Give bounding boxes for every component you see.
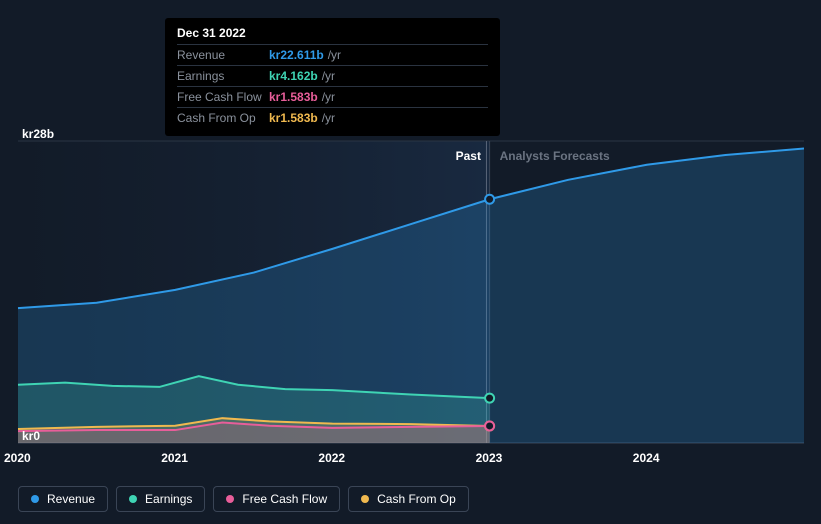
tooltip-date: Dec 31 2022 bbox=[177, 26, 488, 44]
tooltip-row: Earningskr4.162b/yr bbox=[177, 65, 488, 86]
y-axis-label: kr0 bbox=[22, 429, 40, 443]
x-axis-label: 2020 bbox=[4, 451, 31, 465]
tooltip-unit: /yr bbox=[322, 90, 335, 104]
legend-dot-icon bbox=[31, 495, 39, 503]
legend-dot-icon bbox=[361, 495, 369, 503]
legend-item-cash-from-op[interactable]: Cash From Op bbox=[348, 486, 469, 512]
x-axis-label: 2022 bbox=[318, 451, 345, 465]
tooltip-unit: /yr bbox=[322, 111, 335, 125]
y-axis-label: kr28b bbox=[22, 127, 54, 141]
legend-item-revenue[interactable]: Revenue bbox=[18, 486, 108, 512]
tooltip-unit: /yr bbox=[322, 69, 335, 83]
tooltip-metric-label: Earnings bbox=[177, 69, 269, 83]
past-section-label: Past bbox=[456, 149, 481, 163]
legend-dot-icon bbox=[226, 495, 234, 503]
chart-tooltip: Dec 31 2022 Revenuekr22.611b/yrEarningsk… bbox=[165, 18, 500, 136]
tooltip-row: Free Cash Flowkr1.583b/yr bbox=[177, 86, 488, 107]
tooltip-metric-value: kr1.583b bbox=[269, 111, 318, 125]
x-axis-label: 2021 bbox=[161, 451, 188, 465]
forecast-section-label: Analysts Forecasts bbox=[500, 149, 610, 163]
legend-dot-icon bbox=[129, 495, 137, 503]
legend-item-free-cash-flow[interactable]: Free Cash Flow bbox=[213, 486, 340, 512]
legend-label: Earnings bbox=[145, 492, 192, 506]
legend-label: Revenue bbox=[47, 492, 95, 506]
legend-label: Free Cash Flow bbox=[242, 492, 327, 506]
tooltip-metric-value: kr22.611b bbox=[269, 48, 324, 62]
tooltip-metric-label: Cash From Op bbox=[177, 111, 269, 125]
tooltip-metric-label: Revenue bbox=[177, 48, 269, 62]
tooltip-metric-value: kr1.583b bbox=[269, 90, 318, 104]
legend-item-earnings[interactable]: Earnings bbox=[116, 486, 205, 512]
tooltip-row: Revenuekr22.611b/yr bbox=[177, 44, 488, 65]
x-axis-label: 2024 bbox=[633, 451, 660, 465]
legend-label: Cash From Op bbox=[377, 492, 456, 506]
chart-legend: Revenue Earnings Free Cash Flow Cash From O… bbox=[18, 486, 469, 512]
tooltip-metric-label: Free Cash Flow bbox=[177, 90, 269, 104]
tooltip-metric-value: kr4.162b bbox=[269, 69, 318, 83]
tooltip-row: Cash From Opkr1.583b/yr bbox=[177, 107, 488, 128]
tooltip-unit: /yr bbox=[328, 48, 341, 62]
x-axis-label: 2023 bbox=[476, 451, 503, 465]
